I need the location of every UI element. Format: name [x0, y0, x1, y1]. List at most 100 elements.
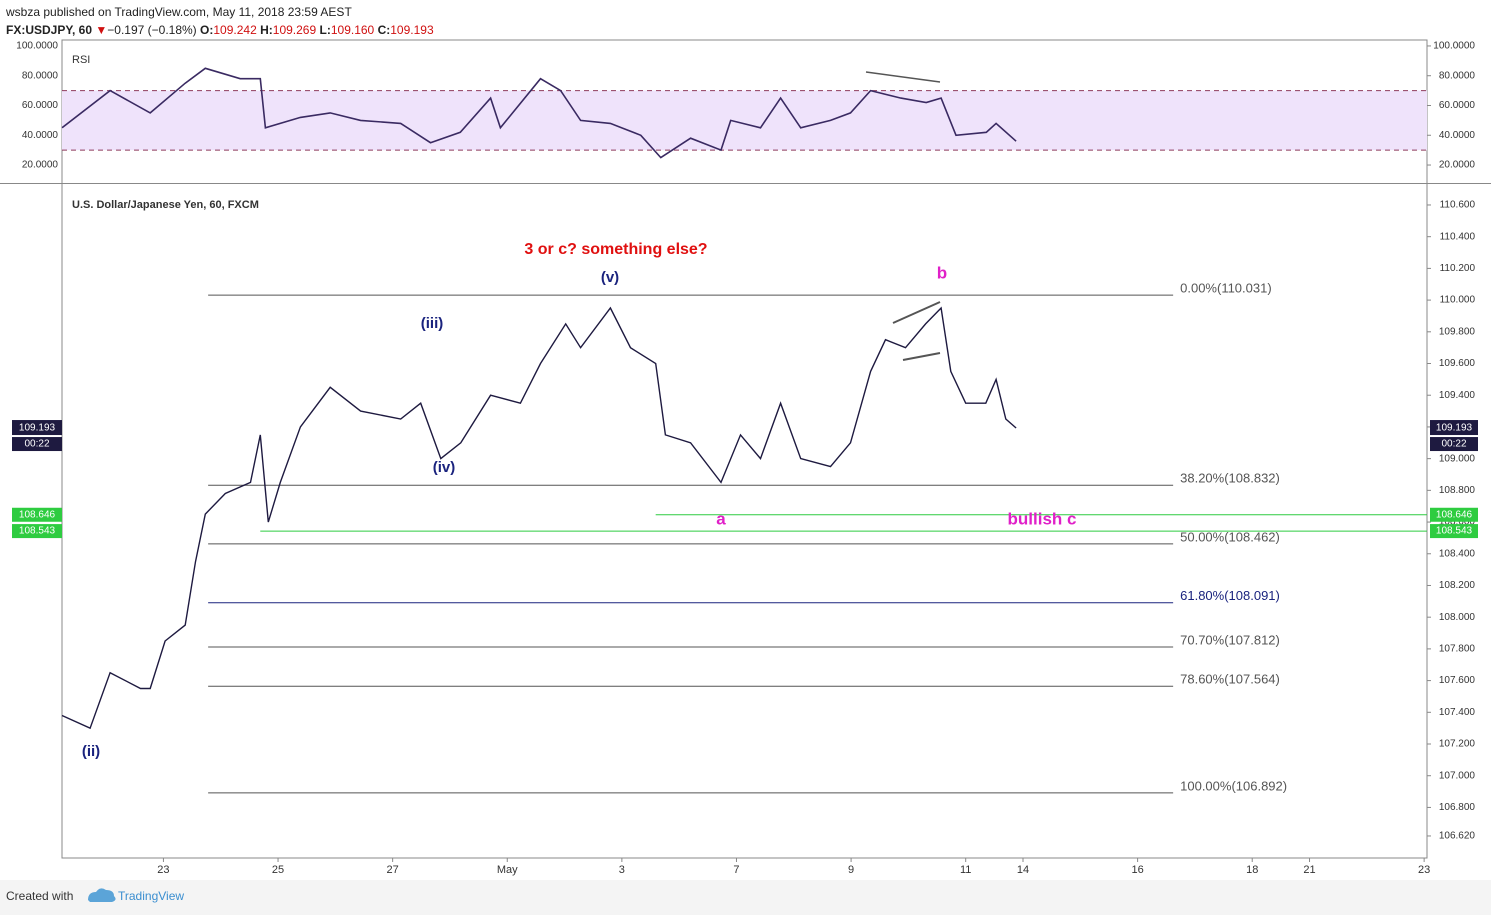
- rsi-band: [62, 90, 1427, 151]
- ohlc-key: C:: [377, 23, 391, 37]
- x-tick-label: 21: [1303, 864, 1315, 876]
- fib-label: 38.20%(108.832): [1180, 471, 1280, 486]
- y-tick-label: 109.600: [1439, 358, 1476, 369]
- x-tick-label: 23: [157, 864, 169, 876]
- price-label: 109.193: [19, 423, 56, 434]
- footer-text: Created with: [6, 889, 73, 903]
- annotation: (iii): [421, 315, 444, 332]
- annotation: 3 or c? something else?: [524, 241, 707, 258]
- arrow: ▼: [95, 23, 108, 37]
- y-tick-label: 108.200: [1439, 580, 1476, 591]
- level-tag: [1430, 524, 1478, 539]
- x-tick-label: 9: [848, 864, 854, 876]
- price-label: 109.193: [1436, 423, 1473, 434]
- y-tick-label: 107.400: [1439, 707, 1476, 718]
- ohlc-value: 109.160: [330, 23, 375, 37]
- y-tick-label: 60.0000: [22, 100, 59, 111]
- y-tick-label: 106.620: [1439, 831, 1476, 842]
- x-tick-label: 11: [960, 864, 971, 876]
- y-tick-label: 100.0000: [1433, 41, 1475, 52]
- ohlc-value: 109.193: [390, 23, 434, 37]
- y-tick-label: 40.0000: [22, 130, 59, 141]
- level-label: 108.543: [1436, 526, 1473, 537]
- level-tag: [12, 507, 62, 522]
- ohlc-key: O:: [200, 23, 214, 37]
- countdown: 00:22: [1441, 439, 1466, 450]
- logo: [88, 888, 116, 902]
- y-tick-label: 109.200: [1439, 422, 1476, 433]
- x-tick-label: 27: [387, 864, 399, 876]
- publisher: wsbza published on TradingView.com, May …: [6, 5, 352, 19]
- y-tick-label: 100.0000: [16, 41, 58, 52]
- y-tick-label: 108.000: [1439, 612, 1476, 623]
- y-tick-label: 107.000: [1439, 770, 1476, 781]
- x-tick-label: 25: [272, 864, 284, 876]
- y-tick-label: 107.600: [1439, 675, 1476, 686]
- ohlc-key: H:: [260, 23, 273, 37]
- x-tick-label: 23: [1418, 864, 1430, 876]
- rsi-trendline: [865, 71, 941, 83]
- y-tick-label: 110.000: [1440, 295, 1476, 306]
- x-tick-label: 18: [1246, 864, 1258, 876]
- footer-bar: [0, 880, 1491, 915]
- fib-label: 61.80%(108.091): [1180, 588, 1280, 603]
- y-tick-label: 80.0000: [1439, 70, 1476, 81]
- countdown: 00:22: [24, 439, 49, 450]
- y-tick-label: 110.200: [1440, 263, 1476, 274]
- fib-label: 70.70%(107.812): [1180, 632, 1280, 647]
- x-tick-label: May: [497, 864, 518, 876]
- y-tick-label: 109.000: [1439, 453, 1476, 464]
- y-tick-label: 108.600: [1439, 517, 1476, 528]
- x-tick-label: 7: [733, 864, 739, 876]
- y-tick-label: 20.0000: [1439, 160, 1476, 171]
- annotation: b: [937, 263, 947, 282]
- price-line: [61, 306, 1017, 730]
- fib-label: 78.60%(107.564): [1180, 672, 1280, 687]
- price-tag: [12, 420, 62, 436]
- y-tick-label: 80.0000: [22, 70, 59, 81]
- annotation: bullish c: [1008, 509, 1077, 528]
- countdown-tag: [1430, 437, 1478, 452]
- y-tick-label: 109.400: [1439, 390, 1476, 401]
- pane-title: RSI: [72, 54, 90, 66]
- wedge-line: [902, 352, 941, 361]
- y-tick-label: 110.400: [1440, 231, 1476, 242]
- ohlc-key: L:: [319, 23, 331, 37]
- pane-frame: [61, 39, 1428, 859]
- y-tick-label: 109.800: [1439, 326, 1476, 337]
- y-tick-label: 20.0000: [22, 160, 59, 171]
- fib-label: 100.00%(106.892): [1180, 778, 1287, 793]
- symbol: FX:USDJPY, 60: [6, 23, 93, 37]
- fib-label: 0.00%(110.031): [1180, 281, 1272, 296]
- level-tag: [12, 524, 62, 539]
- pane-title: U.S. Dollar/Japanese Yen, 60, FXCM: [72, 199, 259, 211]
- y-tick-label: 107.800: [1439, 644, 1476, 655]
- annotation: (iv): [433, 459, 456, 476]
- price-tag: [1430, 420, 1478, 436]
- x-tick-label: 16: [1131, 864, 1143, 876]
- annotation: (v): [601, 269, 619, 286]
- level-tag: [1430, 507, 1478, 522]
- y-tick-label: 40.0000: [1439, 130, 1476, 141]
- countdown-tag: [12, 437, 62, 452]
- y-tick-label: 60.0000: [1439, 100, 1476, 111]
- y-tick-label: 108.800: [1439, 485, 1476, 496]
- level-label: 108.646: [19, 509, 56, 520]
- footer-brand: TradingView: [118, 889, 184, 903]
- ohlc-value: 109.242: [213, 23, 257, 37]
- y-tick-label: 110.600: [1440, 200, 1476, 211]
- quote-line: FX:USDJPY, 60 ▼−0.197 (−0.18%) O:109.242…: [6, 21, 434, 39]
- change: −0.197 (−0.18%): [107, 23, 197, 37]
- x-tick-label: 3: [619, 864, 625, 876]
- fib-label: 50.00%(108.462): [1180, 529, 1280, 544]
- annotation: (ii): [82, 743, 100, 760]
- y-tick-label: 107.200: [1439, 739, 1476, 750]
- annotation: a: [716, 509, 726, 528]
- level-label: 108.646: [1436, 509, 1473, 520]
- ohlc: O:109.242 H:109.269 L:109.160 C:109.193: [200, 23, 434, 37]
- y-tick-label: 108.400: [1439, 548, 1476, 559]
- wedge-line: [892, 301, 941, 324]
- level-label: 108.543: [19, 526, 56, 537]
